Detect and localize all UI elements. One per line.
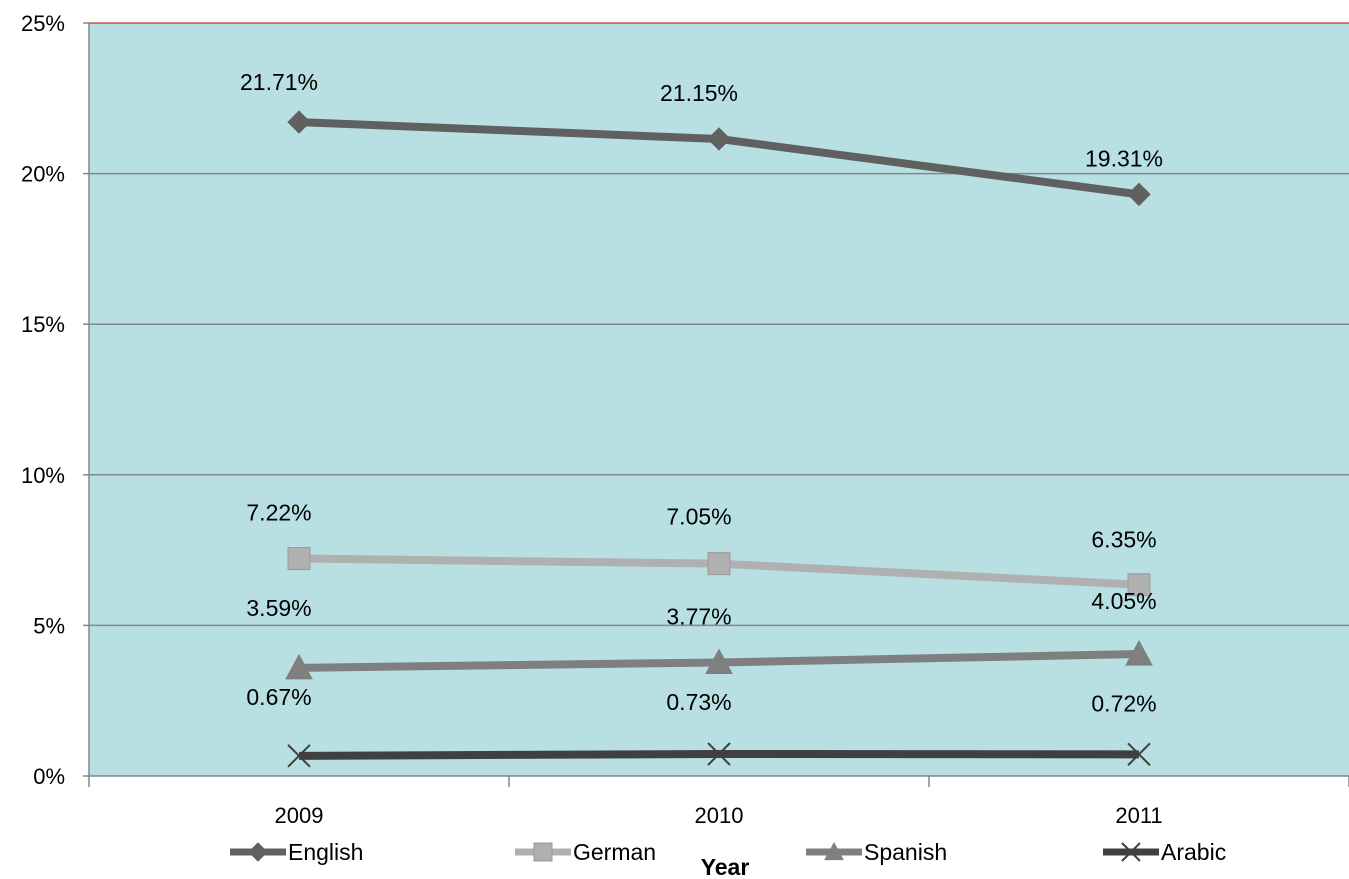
legend-marker: [533, 842, 553, 862]
data-point-english: [707, 127, 731, 151]
y-tick-label: 0%: [33, 764, 65, 789]
legend-marker: [1121, 842, 1141, 862]
legend-item-arabic: Arabic: [1103, 839, 1226, 865]
data-label-english: 21.15%: [660, 80, 738, 106]
legend-label: Arabic: [1161, 839, 1226, 865]
y-tick-label: 10%: [21, 463, 65, 488]
legend-label: Spanish: [864, 839, 947, 865]
data-label-german: 7.05%: [666, 504, 731, 530]
data-point-spanish: [1125, 639, 1153, 666]
data-label-spanish: 4.05%: [1091, 588, 1156, 614]
data-point-spanish: [285, 653, 313, 680]
gridlines: [89, 172, 1349, 627]
y-tick-label: 20%: [21, 162, 65, 187]
legend: English German Spanish Arabic: [230, 839, 1226, 865]
data-point-arabic: [287, 744, 311, 768]
data-label-arabic: 0.72%: [1091, 690, 1156, 716]
y-tick-label: 5%: [33, 613, 65, 638]
data-point-english: [1127, 182, 1151, 207]
legend-item-german: German: [515, 839, 656, 865]
legend-marker: [248, 842, 268, 862]
data-label-english: 19.31%: [1085, 145, 1163, 171]
data-point-german: [707, 552, 731, 576]
data-label-german: 7.22%: [246, 500, 311, 526]
y-axis-ticks: 0% 5% 10% 15% 20% 25%: [21, 11, 89, 789]
data-label-german: 6.35%: [1091, 527, 1156, 553]
legend-item-english: English: [230, 839, 363, 865]
data-label-spanish: 3.59%: [246, 595, 311, 621]
data-label-spanish: 3.77%: [666, 603, 731, 629]
data-point-arabic: [707, 742, 731, 766]
legend-marker: [824, 841, 844, 861]
legend-label: German: [573, 839, 656, 865]
x-tick-label: 2010: [695, 803, 744, 828]
data-label-arabic: 0.67%: [246, 684, 311, 710]
x-axis-title: Year: [701, 854, 750, 879]
data-label-arabic: 0.73%: [666, 689, 731, 715]
data-point-english: [287, 110, 311, 134]
data-point-arabic: [1127, 742, 1151, 767]
legend-item-spanish: Spanish: [806, 839, 947, 865]
x-tick-label: 2009: [275, 803, 324, 828]
x-axis-ticks: 2009 2010 2011: [88, 776, 1349, 828]
series-lines: [285, 110, 1153, 768]
legend-label: English: [288, 839, 363, 865]
data-point-german: [287, 547, 311, 571]
data-point-spanish: [705, 648, 733, 674]
x-tick-label: 2011: [1115, 803, 1162, 828]
data-point-german: [1127, 573, 1151, 597]
data-labels: 21.71% 21.15% 19.31% 7.22% 7.05% 6.35% 3.59% 3.…: [240, 69, 1163, 716]
y-tick-label: 25%: [21, 11, 65, 36]
y-tick-label: 15%: [21, 312, 65, 337]
data-label-english: 21.71%: [240, 69, 318, 95]
